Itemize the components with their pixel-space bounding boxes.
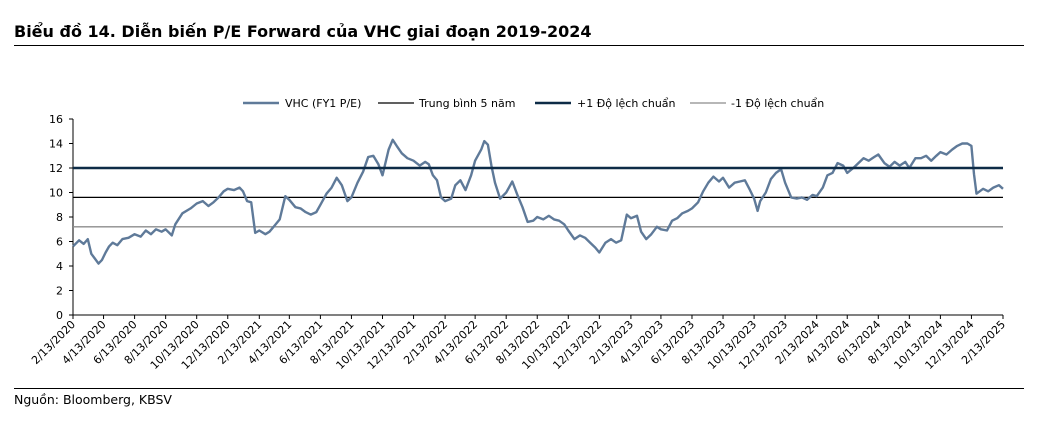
y-tick-label: 2	[56, 285, 63, 298]
source-rule	[14, 388, 1024, 389]
chart-title: Biểu đồ 14. Diễn biến P/E Forward của VH…	[14, 22, 592, 41]
legend-label: +1 Độ lệch chuẩn	[577, 97, 676, 110]
y-tick-label: 4	[56, 260, 63, 273]
plot-area	[72, 138, 1004, 265]
legend: VHC (FY1 P/E) Trung bình 5 năm +1 Độ lệch …	[243, 97, 824, 110]
vhc-pe-line	[72, 138, 1004, 265]
source-note: Nguồn: Bloomberg, KBSV	[14, 392, 172, 407]
y-tick-label: 16	[49, 113, 63, 126]
y-tick-label: 10	[49, 187, 63, 200]
y-tick-label: 12	[49, 162, 63, 175]
y-tick-label: 14	[49, 138, 63, 151]
y-tick-label: 6	[56, 236, 63, 249]
legend-label: -1 Độ lệch chuẩn	[731, 97, 824, 110]
legend-label: Trung bình 5 năm	[418, 97, 515, 110]
legend-label: VHC (FY1 P/E)	[285, 97, 361, 110]
title-rule	[14, 45, 1024, 46]
y-tick-label: 0	[56, 309, 63, 322]
y-axis: 0 2 4 6 8 10 12 14 16	[49, 113, 74, 322]
legend-item-minus-sd: -1 Độ lệch chuẩn	[690, 97, 824, 110]
legend-item-mean: Trung bình 5 năm	[378, 97, 515, 110]
legend-item-vhc: VHC (FY1 P/E)	[243, 97, 361, 110]
x-axis: 2/13/20204/13/20206/13/20208/13/202010/1…	[29, 314, 1008, 372]
legend-item-plus-sd: +1 Độ lệch chuẩn	[535, 97, 676, 110]
y-tick-label: 8	[56, 211, 63, 224]
